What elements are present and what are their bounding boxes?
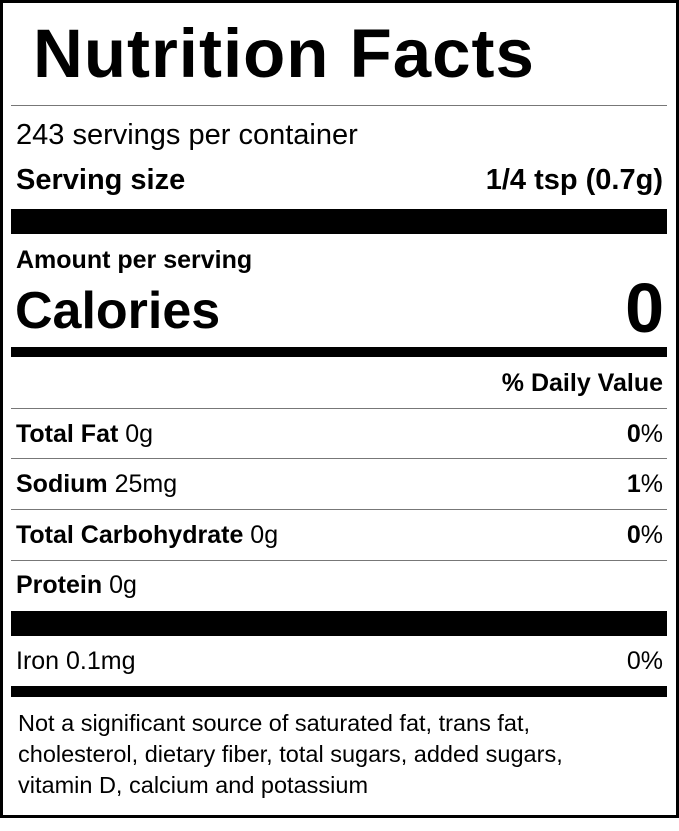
nutrient-row-protein: Protein 0g: [16, 568, 663, 602]
nutrient-row-sodium: Sodium 25mg 1%: [16, 467, 663, 501]
footnote-line: Not a significant source of saturated fa…: [18, 710, 531, 736]
nutrient-amount: 0g: [250, 521, 279, 549]
calories-label: Calories: [15, 282, 221, 340]
serving-size-label: Serving size: [16, 164, 186, 196]
vitamin-row-iron: Iron 0.1mg 0%: [16, 644, 663, 678]
daily-value: 0: [626, 521, 641, 549]
percent-sign: %: [640, 470, 663, 498]
daily-value: 1: [626, 470, 641, 498]
divider: [11, 458, 667, 459]
nutrient-amount: 25mg: [114, 470, 178, 498]
serving-size-value: 1/4 tsp (0.7g): [485, 164, 663, 196]
amount-per-serving: Amount per serving: [16, 246, 253, 274]
divider: [11, 105, 667, 106]
medium-divider: [11, 347, 667, 357]
nutrient-name: Sodium: [16, 470, 108, 498]
divider: [11, 408, 667, 409]
nutrient-row-total-carbohydrate: Total Carbohydrate 0g 0%: [16, 518, 663, 552]
percent-sign: %: [640, 521, 663, 549]
label-title: Nutrition Facts: [33, 15, 535, 92]
servings-per-container: 243 servings per container: [16, 119, 358, 151]
nutrient-amount: 0g: [109, 571, 137, 599]
nutrient-amount: 0g: [125, 420, 154, 448]
daily-value: 0: [626, 420, 641, 448]
medium-divider: [11, 686, 667, 697]
calories-value: 0: [625, 269, 664, 347]
daily-value-header: % Daily Value: [501, 369, 663, 397]
nutrient-name: Total Carbohydrate: [16, 521, 244, 549]
thick-divider: [11, 611, 667, 636]
divider: [11, 560, 667, 561]
nutrient-name: Total Fat: [16, 420, 119, 448]
footnote-line: vitamin D, calcium and potassium: [18, 772, 369, 798]
percent-sign: %: [640, 420, 663, 448]
divider: [11, 509, 667, 510]
nutrient-name: Protein: [16, 571, 103, 599]
nutrient-row-total-fat: Total Fat 0g 0%: [16, 417, 663, 451]
vitamin-name: Iron 0.1mg: [16, 647, 136, 675]
footnote-line: cholesterol, dietary fiber, total sugars…: [18, 741, 563, 767]
thick-divider: [11, 209, 667, 234]
footnote: Not a significant source of saturated fa…: [18, 708, 563, 801]
daily-value: 0%: [626, 647, 663, 675]
